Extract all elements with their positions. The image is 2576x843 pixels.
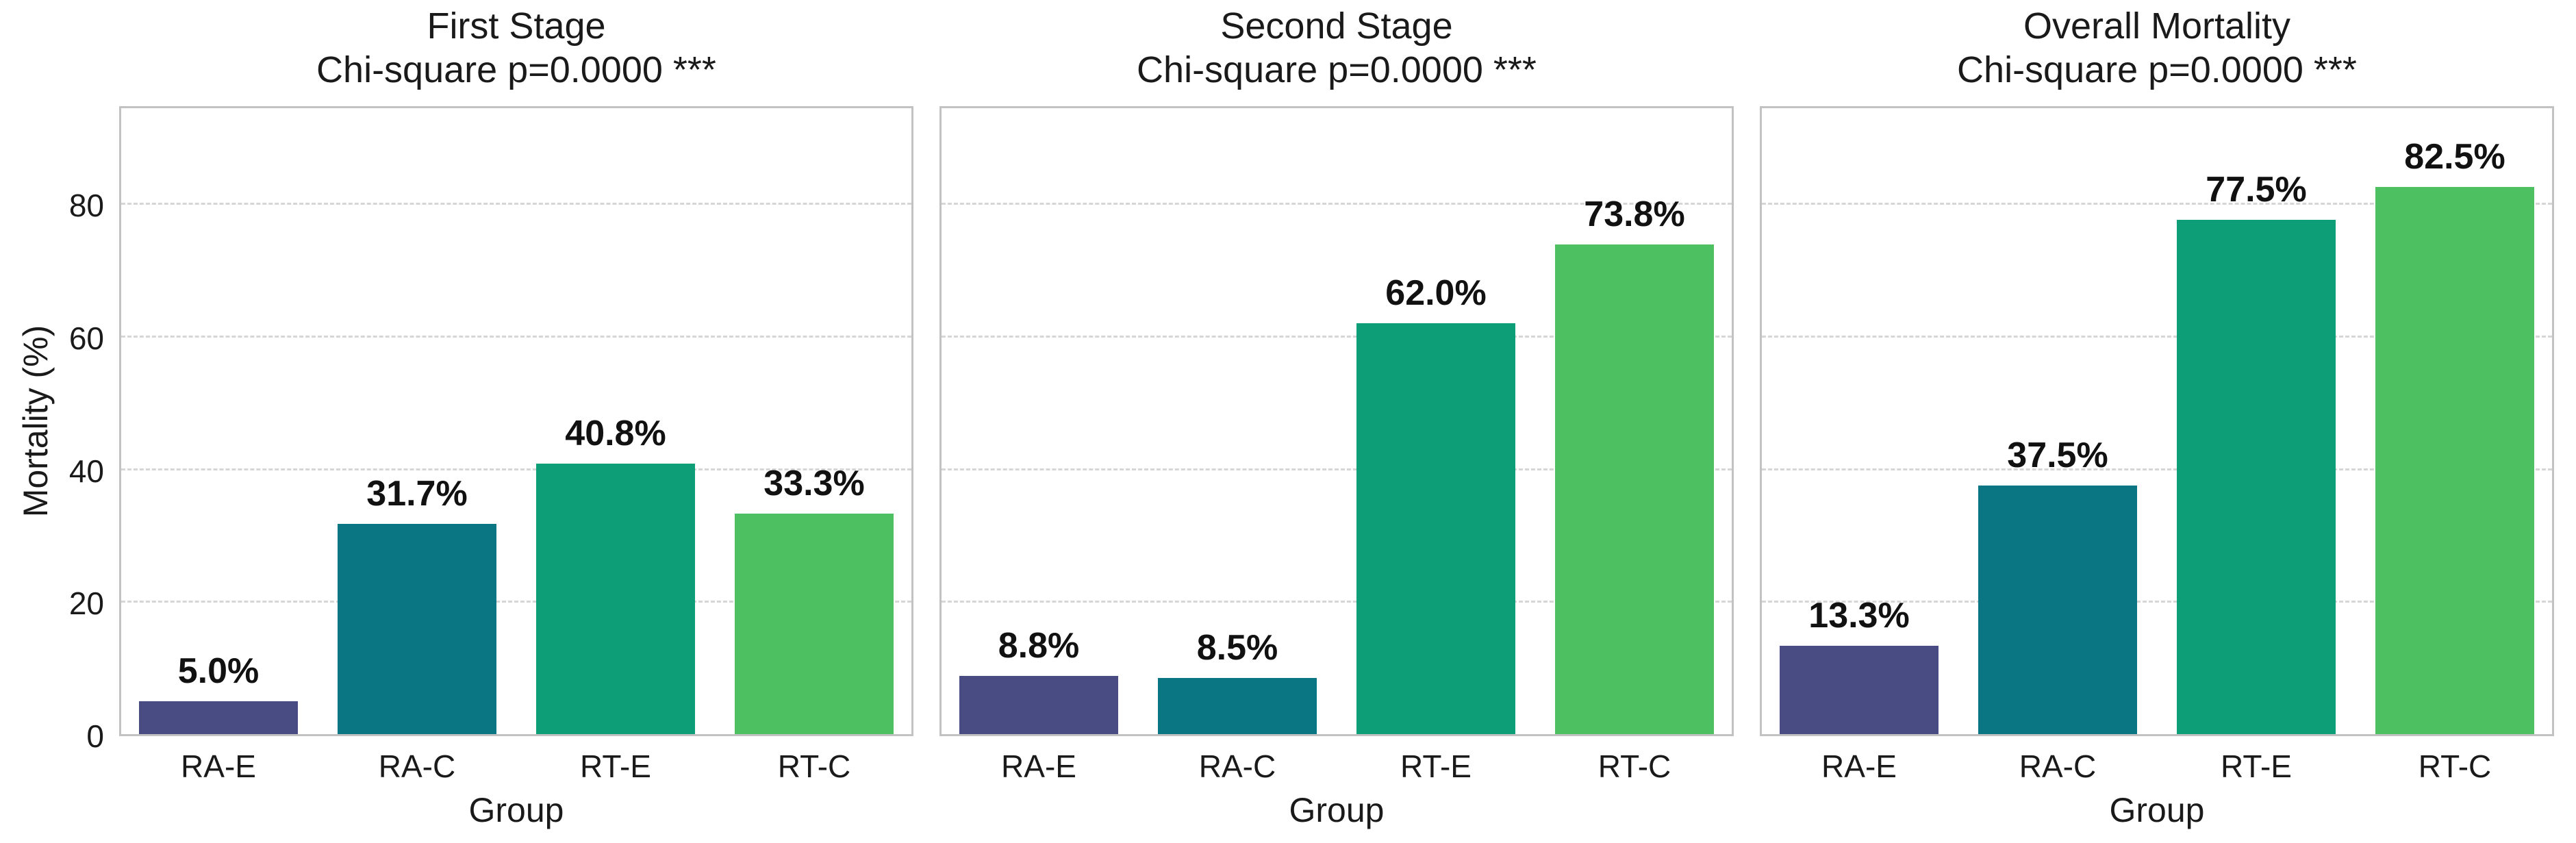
bar-value-label: 5.0% (177, 651, 260, 691)
gridline-40 (942, 468, 1732, 470)
bar-value-label: 73.8% (1584, 194, 1685, 235)
bar-RA-C (338, 524, 496, 734)
chart-subtitle: Chi-square p=0.0000 *** (1137, 49, 1537, 90)
bar-RA-E (1780, 646, 1939, 734)
y-tick-label-40: 40 (68, 453, 104, 489)
bar-value-label: 37.5% (2007, 435, 2108, 475)
bar-RT-C (1555, 244, 1714, 734)
x-tick-label-RA-E: RA-E (181, 748, 256, 784)
x-tick-label-RT-C: RT-C (777, 748, 851, 784)
bar-RA-E (959, 675, 1118, 734)
gridline-80 (121, 203, 911, 205)
gridline-20 (121, 601, 911, 603)
y-tick-label-60: 60 (68, 320, 104, 356)
bar-value-label: 33.3% (763, 463, 865, 503)
bar-value-label: 8.8% (998, 625, 1080, 666)
gridline-60 (121, 335, 911, 338)
x-tick-label-RA-C: RA-C (378, 748, 456, 784)
chart-title-block: Overall Mortality Chi-square p=0.0000 **… (1957, 4, 2357, 92)
bar-value-label: 8.5% (1196, 627, 1278, 668)
x-tick-label-RT-E: RT-E (580, 748, 651, 784)
bar-value-label: 62.0% (1385, 273, 1487, 313)
x-tick-label-RT-E: RT-E (2221, 748, 2292, 784)
bar-RA-E (139, 701, 298, 734)
gridline-80 (942, 203, 1732, 205)
x-tick-label-RT-C: RT-C (2418, 748, 2492, 784)
bar-value-label: 77.5% (2206, 170, 2307, 210)
bar-RT-E (1356, 323, 1515, 734)
chart-title-block: Second Stage Chi-square p=0.0000 *** (1137, 4, 1537, 92)
bar-RT-C (2375, 187, 2534, 734)
plot-area-first-stage: 5.0% RA-E 31.7% RA-C 40.8% RT-E 33.3% RT-C (119, 106, 913, 784)
gridline-40 (1762, 468, 2552, 470)
gridline-60 (1762, 335, 2552, 338)
plot-area-second-stage: 8.8% RA-E 8.5% RA-C 62.0% RT-E 73.8% RT-C (939, 106, 1734, 784)
bar-RA-C (1978, 485, 2137, 734)
gridline-60 (942, 335, 1732, 338)
gridline-40 (121, 468, 911, 470)
gridline-20 (942, 601, 1732, 603)
x-axis-label: Group (468, 791, 564, 829)
plot-area-overall-mortality: 13.3% RA-E 37.5% RA-C 77.5% RT-E 82.5% RT-C (1760, 106, 2554, 784)
x-axis-label: Group (1289, 791, 1385, 829)
gridline-80 (1762, 203, 2552, 205)
x-tick-label-RA-C: RA-C (2019, 748, 2097, 784)
y-tick-label-0: 0 (86, 718, 104, 754)
x-axis-label: Group (2109, 791, 2205, 829)
bar-value-label: 40.8% (565, 413, 666, 453)
x-tick-label-RT-C: RT-C (1598, 748, 1671, 784)
x-tick-label-RA-E: RA-E (1001, 748, 1076, 784)
chart-subtitle: Chi-square p=0.0000 *** (316, 49, 716, 90)
bar-value-label: 31.7% (366, 474, 468, 514)
bar-value-label: 82.5% (2404, 137, 2505, 177)
bar-value-label: 13.3% (1808, 596, 1910, 636)
y-tick-label-20: 20 (68, 586, 104, 622)
bar-RT-C (735, 513, 894, 734)
chart-title: First Stage (427, 5, 606, 47)
chart-title: Overall Mortality (2023, 5, 2291, 47)
y-tick-label-80: 80 (68, 188, 104, 224)
x-tick-label-RA-C: RA-C (1198, 748, 1276, 784)
x-tick-label-RA-E: RA-E (1821, 748, 1897, 784)
chart-title: Second Stage (1220, 5, 1453, 47)
gridline-20 (1762, 601, 2552, 603)
bar-RT-E (536, 463, 695, 734)
chart-title-block: First Stage Chi-square p=0.0000 *** (316, 4, 716, 92)
chart-subtitle: Chi-square p=0.0000 *** (1957, 49, 2357, 90)
x-tick-label-RT-E: RT-E (1400, 748, 1472, 784)
bar-RT-E (2177, 220, 2336, 734)
bar-RA-C (1158, 677, 1317, 734)
